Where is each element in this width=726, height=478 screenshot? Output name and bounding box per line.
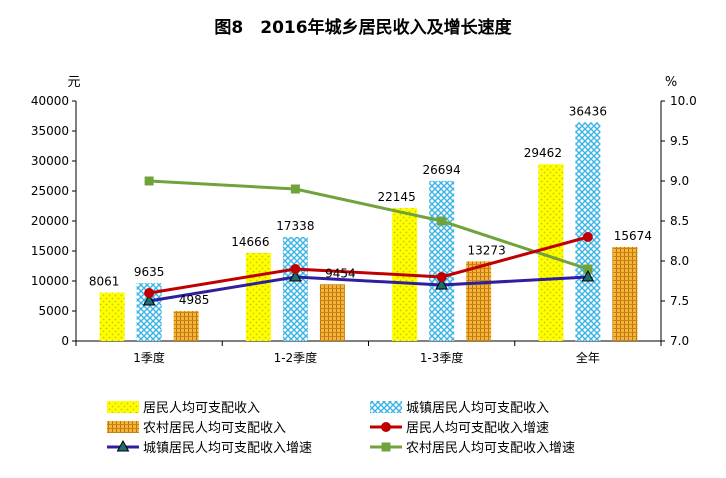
right-tick-label: 7.0 (670, 334, 689, 348)
category-label: 1-2季度 (274, 350, 318, 365)
bar-value-label: 14666 (231, 235, 269, 249)
left-tick-label: 35000 (31, 124, 69, 138)
bar-rural (612, 246, 638, 341)
chart-title: 图8 2016年城乡居民收入及增长速度 (214, 17, 512, 38)
growth-point-rural (144, 176, 154, 186)
bar-value-label: 4985 (179, 293, 210, 307)
bar-value-label: 9635 (134, 265, 165, 279)
bar-value-label: 8061 (89, 275, 120, 289)
left-tick-label: 5000 (38, 304, 69, 318)
bar-urban (575, 122, 601, 341)
bar-resident (99, 292, 125, 341)
left-tick-label: 0 (61, 334, 69, 348)
data-labels: 8061 14666 22145 29462 9635 17338 26694 36436 49… (89, 104, 652, 307)
right-tick-label: 8.5 (670, 214, 689, 228)
growth-point-urban (581, 269, 595, 282)
right-tick-label: 7.5 (670, 294, 689, 308)
legend-swatch (370, 401, 402, 413)
bar-resident (245, 253, 271, 341)
legend-label: 城镇居民人均可支配收入 (406, 401, 549, 416)
legend-label: 城镇居民人均可支配收入增速 (143, 441, 312, 456)
bar-urban (282, 236, 308, 341)
growth-point-rural (437, 216, 447, 226)
right-tick-label: 10.0 (670, 94, 697, 108)
bar-rural (173, 311, 199, 341)
bar-value-label: 9454 (325, 266, 356, 280)
bar-value-label: 17338 (276, 219, 314, 233)
legend-marker (381, 422, 391, 432)
growth-point-resident (144, 288, 155, 298)
legend-marker (116, 439, 130, 452)
bar-rural (319, 284, 345, 341)
growth-point-resident (290, 264, 301, 274)
growth-line-rural (149, 179, 589, 271)
bar-rural (466, 261, 492, 341)
left-tick-label: 40000 (31, 94, 69, 108)
category-label: 1-3季度 (420, 350, 464, 365)
growth-point-rural (290, 184, 300, 194)
growth-line-resident (148, 235, 589, 295)
bar-value-label: 13273 (468, 243, 506, 257)
bar-value-label: 29462 (524, 146, 562, 160)
legend-label: 农村居民人均可支配收入增速 (406, 441, 575, 456)
left-tick-label: 10000 (31, 274, 69, 288)
bar-value-label: 36436 (569, 104, 607, 118)
left-tick-label: 30000 (31, 154, 69, 168)
legend-swatch (107, 421, 139, 433)
bar-value-label: 22145 (378, 190, 416, 204)
growth-point-rural (583, 264, 593, 274)
left-axis-unit: 元 (67, 75, 80, 90)
right-tick-label: 9.0 (670, 174, 689, 188)
right-tick-label: 8.0 (670, 254, 689, 268)
legend-label: 居民人均可支配收入 (143, 401, 260, 416)
right-tick-label: 9.5 (670, 134, 689, 148)
legend-label: 农村居民人均可支配收入 (143, 421, 286, 436)
growth-point-resident (582, 232, 593, 242)
axes: 0 5000 10000 15000 20000 25000 30000 35000 40000… (31, 94, 697, 365)
growth-point-urban (142, 293, 156, 306)
category-label: 1季度 (133, 350, 165, 365)
bar-value-label: 15674 (614, 229, 652, 243)
growth-line-urban (148, 275, 588, 303)
legend-swatch (107, 401, 139, 413)
growth-point-urban (289, 269, 302, 282)
left-tick-label: 20000 (31, 214, 69, 228)
bar-urban (429, 180, 455, 341)
legend-marker (381, 442, 391, 452)
category-label: 全年 (576, 350, 600, 365)
right-axis-unit: % (665, 75, 677, 90)
growth-point-resident (436, 272, 447, 282)
growth-point-urban (435, 277, 448, 290)
left-tick-label: 15000 (31, 244, 69, 258)
growth-lines (142, 176, 595, 306)
legend-label: 居民人均可支配收入增速 (406, 421, 549, 436)
bar-value-label: 26694 (423, 163, 461, 177)
left-tick-label: 25000 (31, 184, 69, 198)
